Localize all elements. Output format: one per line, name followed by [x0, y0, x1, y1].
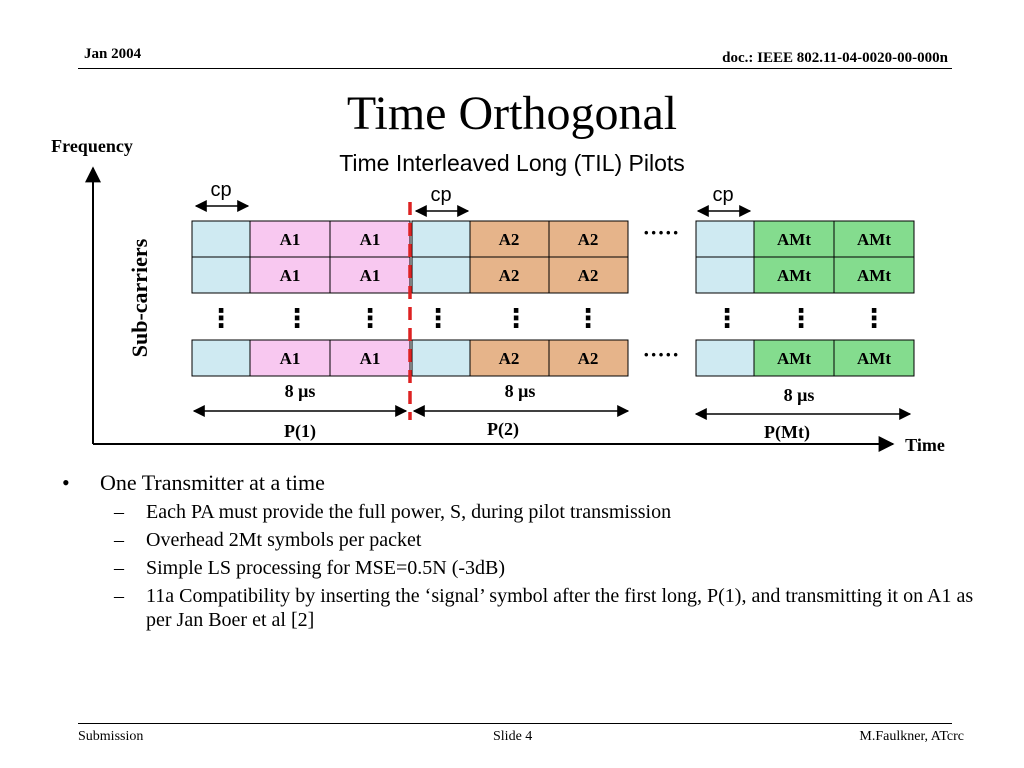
a1-cell — [329, 256, 411, 294]
bullet-mark: • — [62, 470, 70, 495]
period-label: P(1) — [284, 421, 316, 442]
cell-label: AMt — [857, 349, 891, 368]
amt-cell — [753, 256, 835, 294]
period-label: P(2) — [487, 419, 519, 440]
subcarriers-label: Sub-carriers — [127, 238, 152, 357]
ellipsis-vertical: ⋮ — [208, 304, 234, 334]
ellipsis-horizontal: ····· — [643, 342, 680, 367]
cell-label: A1 — [360, 266, 381, 285]
ellipsis-horizontal: ····· — [643, 220, 680, 245]
cell-label: AMt — [777, 349, 811, 368]
cell-label: AMt — [857, 230, 891, 249]
amt-cell — [753, 220, 835, 258]
sub-bullet-text: 11a Compatibility by inserting the ‘sign… — [146, 585, 974, 631]
cell-label: A1 — [360, 349, 381, 368]
ellipsis-vertical: ⋮ — [714, 304, 740, 334]
a2-cell — [548, 220, 629, 258]
cell-label: AMt — [777, 230, 811, 249]
sub-bullet-item: – Overhead 2Mt symbols per packet — [62, 528, 982, 552]
amt-cell — [753, 339, 835, 377]
sub-bullet-item: – Each PA must provide the full power, S… — [62, 500, 982, 524]
duration-label: 8 μs — [784, 385, 815, 405]
sub-bullet-text: Each PA must provide the full power, S, … — [146, 501, 672, 523]
header-date: Jan 2004 — [84, 46, 142, 62]
header-rule — [78, 68, 952, 69]
group-p2: A2 A2 A2 A2 A2 A2 — [411, 220, 629, 377]
amt-cell — [833, 256, 915, 294]
ellipsis-vertical: ⋮ — [425, 304, 451, 334]
cell-label: A1 — [280, 349, 301, 368]
sub-bullet-mark: – — [114, 557, 124, 579]
footer-author: M.Faulkner, ATcrc — [859, 729, 964, 744]
cell-label: A1 — [360, 230, 381, 249]
cp-cell — [191, 220, 251, 258]
ellipsis-vertical: ⋮ — [357, 304, 383, 334]
frequency-axis-label: Frequency — [51, 136, 133, 156]
a2-cell — [469, 256, 550, 294]
slide-title: Time Orthogonal — [346, 87, 678, 140]
cp-label: cp — [210, 179, 231, 201]
cp-cell — [695, 339, 755, 377]
a2-cell — [548, 256, 629, 294]
cell-label: A2 — [578, 266, 599, 285]
sub-bullet-mark: – — [114, 501, 124, 523]
bullet-text: One Transmitter at a time — [100, 470, 325, 495]
duration-label: 8 μs — [285, 381, 316, 401]
group-pmt: AMt AMt AMt AMt AMt AMt — [695, 220, 915, 377]
cp-cell — [695, 220, 755, 258]
cell-label: A2 — [578, 349, 599, 368]
cp-cell — [695, 256, 755, 294]
ellipsis-vertical: ⋮ — [575, 304, 601, 334]
ellipsis-vertical: ⋮ — [861, 304, 887, 334]
cell-label: A2 — [499, 266, 520, 285]
sub-bullet-mark: – — [114, 585, 124, 607]
period-label: P(Mt) — [764, 422, 810, 443]
footer-rule — [78, 723, 952, 724]
a2-cell — [469, 220, 550, 258]
bullet-list: • One Transmitter at a time – Each PA mu… — [62, 470, 982, 632]
cell-label: A2 — [499, 349, 520, 368]
bullet-item: • One Transmitter at a time — [62, 470, 982, 496]
cp-cell — [411, 256, 471, 294]
duration-label: 8 μs — [505, 381, 536, 401]
amt-cell — [833, 220, 915, 258]
a1-cell — [249, 256, 331, 294]
ellipsis-vertical: ⋮ — [788, 304, 814, 334]
cell-label: AMt — [777, 266, 811, 285]
a1-cell — [329, 339, 411, 377]
cell-label: A2 — [578, 230, 599, 249]
a2-cell — [469, 339, 550, 377]
slide-subtitle: Time Interleaved Long (TIL) Pilots — [339, 150, 685, 176]
cp-label: cp — [430, 184, 451, 206]
group-p1: A1 A1 A1 A1 A1 A1 — [191, 220, 411, 377]
ellipsis-vertical: ⋮ — [503, 304, 529, 334]
cell-label: A1 — [280, 266, 301, 285]
ellipsis-vertical: ⋮ — [284, 304, 310, 334]
footer-left: Submission — [78, 729, 144, 744]
sub-bullet-item: – 11a Compatibility by inserting the ‘si… — [62, 584, 982, 632]
sub-bullet-text: Simple LS processing for MSE=0.5N (-3dB) — [146, 557, 506, 579]
time-axis-label: Time — [905, 435, 945, 455]
a1-cell — [249, 220, 331, 258]
cp-cell — [191, 256, 251, 294]
cp-cell — [411, 339, 471, 377]
til-pilot-diagram: Frequency Time Sub-carriers A1 A1 A1 A1 … — [51, 136, 945, 455]
footer-slide-number: Slide 4 — [493, 729, 533, 744]
amt-cell — [833, 339, 915, 377]
cell-label: A1 — [280, 230, 301, 249]
header-doc-id: doc.: IEEE 802.11-04-0020-00-000n — [722, 50, 948, 66]
sub-bullet-text: Overhead 2Mt symbols per packet — [146, 529, 422, 551]
cell-label: AMt — [857, 266, 891, 285]
sub-bullet-mark: – — [114, 529, 124, 551]
cp-cell — [411, 220, 471, 258]
sub-bullet-item: – Simple LS processing for MSE=0.5N (-3d… — [62, 556, 982, 580]
cp-cell — [191, 339, 251, 377]
cell-label: A2 — [499, 230, 520, 249]
cp-label: cp — [712, 184, 733, 206]
a2-cell — [548, 339, 629, 377]
